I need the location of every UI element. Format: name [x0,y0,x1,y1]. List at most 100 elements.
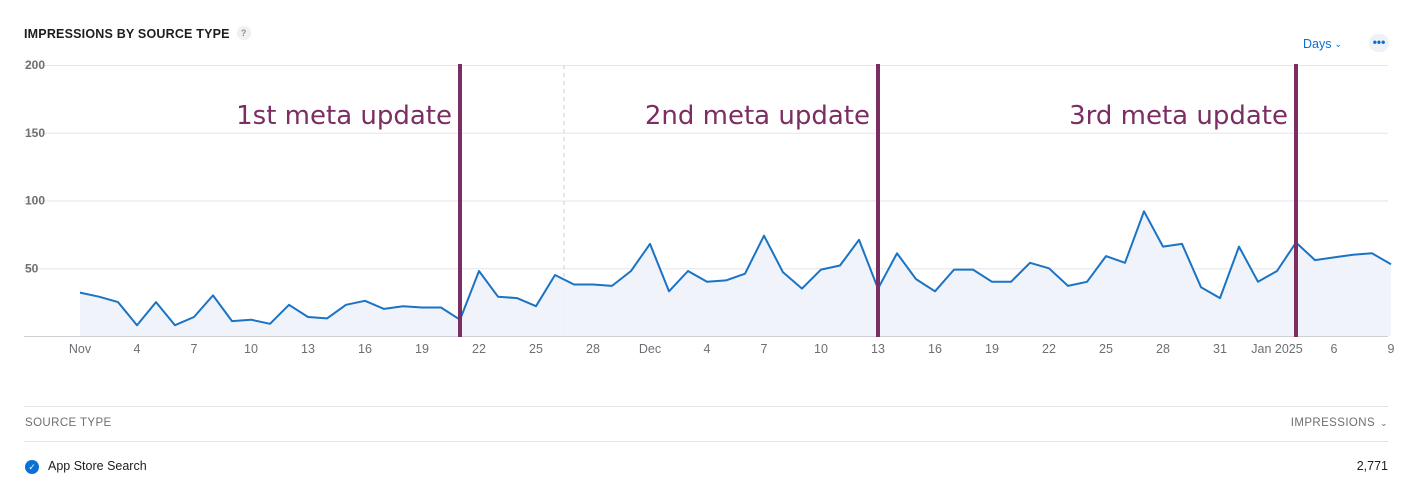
data-point [1276,270,1278,272]
data-point [497,296,499,298]
data-point [744,273,746,275]
annotation-label: 2nd meta update [645,101,870,131]
data-point [782,271,784,273]
data-point [573,283,575,285]
x-tick-label: 10 [244,342,258,356]
x-tick-label: 28 [586,342,600,356]
data-point [1067,285,1069,287]
data-point [1390,263,1392,265]
data-point [174,324,176,326]
data-point [953,268,955,270]
impressions-header-label: IMPRESSIONS [1290,417,1376,429]
period-selector[interactable]: Days ⌄ [1303,37,1342,51]
data-point [1143,210,1145,212]
x-tick-label: 7 [761,342,768,356]
data-point [839,264,841,266]
data-point [1086,281,1088,283]
x-tick-label: 10 [814,342,828,356]
data-point [250,319,252,321]
data-point [687,270,689,272]
x-tick-label: 25 [529,342,543,356]
chevron-down-icon: ⌄ [1380,417,1388,428]
checkmark-icon[interactable]: ✓ [25,460,39,474]
more-options-button[interactable]: ••• [1369,34,1389,52]
annotation-label: 3rd meta update [1069,101,1288,131]
x-tick-label: 9 [1388,342,1395,356]
period-selector-label: Days [1303,37,1332,51]
data-point [307,316,309,318]
area-fill [80,211,1391,336]
data-point [79,291,81,293]
series-line [79,210,1392,327]
x-tick-label: 13 [301,342,315,356]
data-point [155,301,157,303]
y-tick-label: 100 [25,194,45,208]
data-point [592,283,594,285]
chart-line [79,210,1392,327]
data-point [1029,262,1031,264]
data-point [668,290,670,292]
data-point [231,320,233,322]
source-impressions: 2,771 [1356,459,1388,473]
data-point [763,235,765,237]
data-point [972,268,974,270]
x-tick-label: 16 [928,342,942,356]
y-axis-ticks: 200 150 100 50 [25,58,45,275]
impressions-line-chart: 200 150 100 50 Nov 4 7 10 13 16 19 22 25 28 Dec 4 7 10 13… [24,58,1395,356]
x-tick-label: 16 [358,342,372,356]
chart-title: IMPRESSIONS BY SOURCE TYPE ? [24,25,251,41]
data-point [1314,259,1316,261]
data-point [326,317,328,319]
data-point [269,323,271,325]
data-point [288,304,290,306]
data-point [801,287,803,289]
x-tick-label: 22 [1042,342,1056,356]
data-point [193,316,195,318]
x-tick-label: 19 [415,342,429,356]
x-tick-label: 6 [1331,342,1338,356]
data-point [98,296,100,298]
source-type-header: SOURCE TYPE [25,417,112,429]
data-point [117,301,119,303]
help-icon[interactable]: ? [236,25,251,40]
table-top-divider [24,406,1388,407]
data-point [630,270,632,272]
data-point [345,304,347,306]
x-tick-label: Dec [639,342,661,356]
data-point [1371,252,1373,254]
x-tick-label: 13 [871,342,885,356]
y-tick-label: 200 [25,58,45,72]
y-tick-label: 150 [25,126,45,140]
x-tick-label: 4 [134,342,141,356]
data-point [934,290,936,292]
data-point [364,300,366,302]
data-point [1238,245,1240,247]
annotation-label: 1st meta update [236,101,452,131]
x-axis-ticks: Nov 4 7 10 13 16 19 22 25 28 Dec 4 7 10 13 16 19 22 25 28 31… [69,342,1395,356]
x-tick-label: 28 [1156,342,1170,356]
data-point [1257,281,1259,283]
x-tick-label: 31 [1213,342,1227,356]
data-point [383,308,385,310]
chart-title-text: IMPRESSIONS BY SOURCE TYPE [24,27,230,41]
data-point [440,306,442,308]
data-point [136,324,138,326]
impressions-header[interactable]: IMPRESSIONS ⌄ [1291,417,1388,429]
chart-area [80,211,1391,336]
data-point [649,243,651,245]
data-point [1200,286,1202,288]
y-tick-label: 50 [25,261,39,275]
data-point [706,281,708,283]
data-point [858,239,860,241]
data-point [611,285,613,287]
data-point [535,305,537,307]
data-point [478,270,480,272]
data-point [1124,262,1126,264]
data-point [1333,256,1335,258]
annotations: 1st meta update 2nd meta update 3rd meta u… [236,64,1298,337]
data-point [1010,281,1012,283]
data-point [896,252,898,254]
data-point [516,297,518,299]
x-tick-label: 7 [191,342,198,356]
data-point [991,281,993,283]
